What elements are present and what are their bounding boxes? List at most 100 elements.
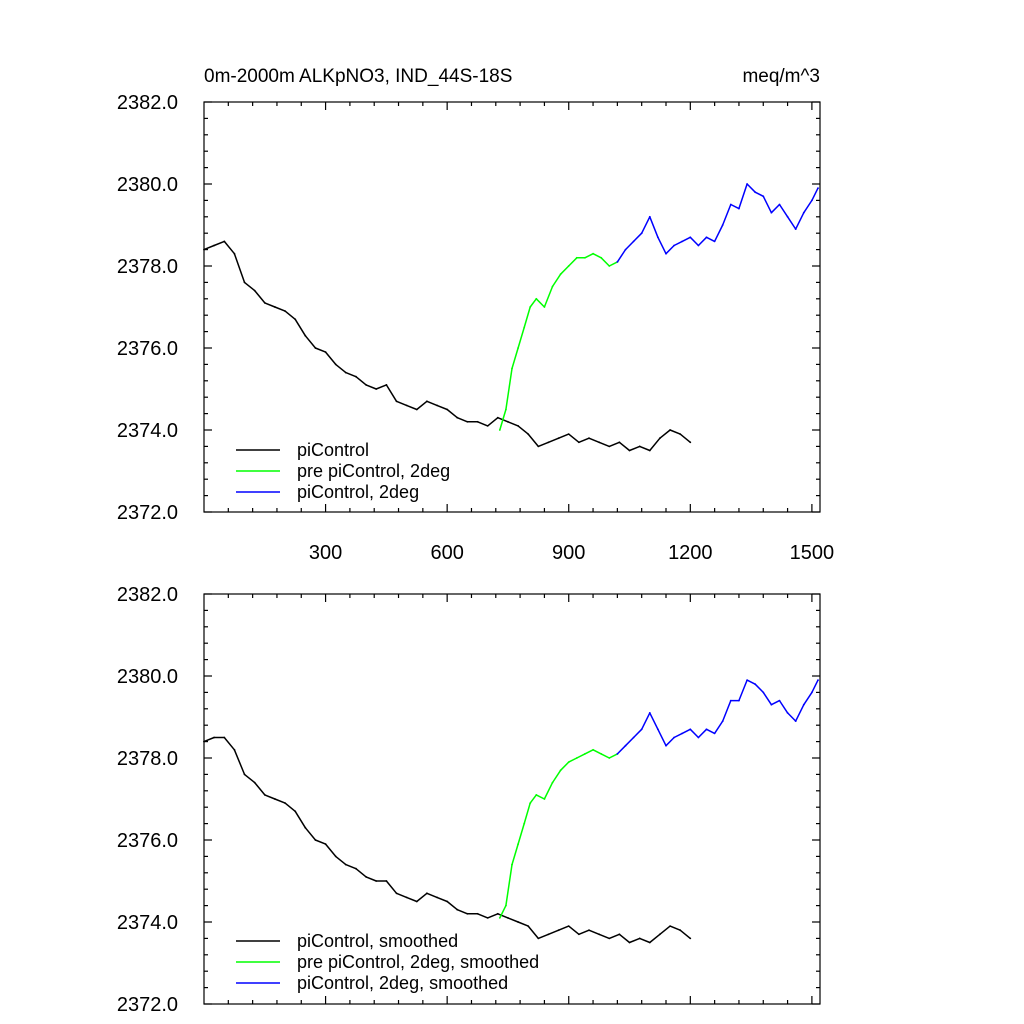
data-point	[673, 736, 675, 739]
data-point	[679, 433, 682, 435]
data-point	[511, 367, 513, 370]
data-point	[811, 691, 813, 694]
data-point	[559, 273, 562, 276]
data-point	[681, 732, 684, 735]
data-point	[705, 236, 708, 239]
data-point	[507, 420, 509, 423]
data-point	[405, 404, 408, 407]
data-point	[274, 798, 276, 800]
data-point	[786, 712, 789, 714]
data-point	[648, 449, 651, 452]
data-point	[608, 757, 611, 759]
data-point	[567, 265, 570, 267]
data-point	[324, 843, 327, 845]
series-group	[203, 183, 819, 452]
data-point	[628, 941, 631, 944]
data-point	[559, 769, 562, 772]
series-line	[616, 679, 819, 755]
series-line	[499, 252, 618, 431]
data-point	[551, 285, 554, 288]
data-point	[689, 728, 692, 731]
data-point	[659, 933, 661, 936]
data-point	[729, 699, 732, 702]
data-point	[294, 810, 297, 813]
data-point	[648, 712, 651, 714]
data-point	[537, 937, 540, 940]
data-point	[263, 302, 266, 304]
data-point	[794, 228, 797, 231]
legend-label: pre piControl, 2deg	[297, 461, 450, 481]
data-point	[632, 240, 635, 243]
data-point	[689, 236, 692, 239]
data-point	[738, 207, 740, 210]
data-point	[665, 744, 667, 747]
data-point	[557, 437, 560, 440]
y-tick-label: 2378.0	[117, 748, 178, 770]
data-point	[648, 215, 651, 218]
data-point	[436, 404, 438, 407]
data-point	[529, 306, 532, 308]
data-point	[415, 408, 418, 411]
series-line	[616, 183, 819, 263]
data-point	[557, 929, 560, 932]
data-point	[517, 347, 519, 349]
data-point	[324, 351, 327, 353]
data-point	[365, 384, 367, 386]
data-point	[713, 240, 716, 243]
data-point	[575, 256, 578, 259]
y-tick-label: 2378.0	[117, 256, 178, 278]
data-point	[375, 388, 378, 390]
data-point	[713, 732, 716, 735]
y-tick-label: 2376.0	[117, 830, 178, 852]
data-point	[385, 384, 388, 386]
data-point	[294, 318, 297, 321]
data-point	[665, 252, 667, 255]
data-point	[746, 183, 748, 185]
data-point	[600, 753, 603, 755]
data-point	[375, 880, 378, 882]
y-tick-label: 2382.0	[117, 92, 178, 114]
data-point	[446, 900, 449, 903]
data-point	[648, 941, 651, 944]
data-point	[600, 256, 603, 259]
y-tick-label: 2382.0	[117, 584, 178, 606]
data-point	[679, 929, 682, 932]
data-point	[618, 441, 621, 444]
y-tick-label: 2372.0	[117, 502, 178, 524]
data-point	[817, 679, 819, 681]
data-point	[543, 306, 546, 308]
data-point	[511, 863, 513, 866]
bottom-panel: 2372.0 2374.0 2376.0 2378.0 2380.0 2382.0 piC…	[117, 584, 821, 1016]
y-tick-label: 2380.0	[117, 666, 178, 688]
data-point	[689, 441, 692, 444]
data-point	[575, 757, 578, 759]
data-point	[314, 839, 317, 841]
data-point	[507, 917, 509, 919]
data-point	[608, 445, 611, 448]
data-point	[496, 912, 499, 915]
data-point	[754, 191, 757, 194]
ticks: 2372.0 2374.0 2376.0 2378.0 2380.0 2382.0	[117, 584, 820, 1016]
data-point	[632, 736, 635, 739]
y-tick-label: 2380.0	[117, 174, 178, 196]
data-point	[802, 703, 805, 706]
data-point	[588, 929, 590, 932]
data-point	[334, 363, 337, 366]
data-point	[415, 900, 418, 903]
data-point	[505, 904, 507, 907]
data-point	[721, 720, 724, 722]
data-point	[673, 244, 675, 247]
data-point	[253, 781, 256, 784]
data-point	[547, 933, 550, 936]
data-point	[274, 306, 276, 308]
data-point	[355, 375, 357, 378]
data-point	[243, 281, 246, 284]
data-point	[770, 703, 773, 706]
data-point	[486, 425, 489, 427]
data-point	[592, 252, 594, 255]
chart-title: 0m-2000m ALKpNO3, IND_44S-18S	[204, 66, 512, 87]
data-point	[436, 896, 438, 899]
data-point	[598, 933, 600, 936]
